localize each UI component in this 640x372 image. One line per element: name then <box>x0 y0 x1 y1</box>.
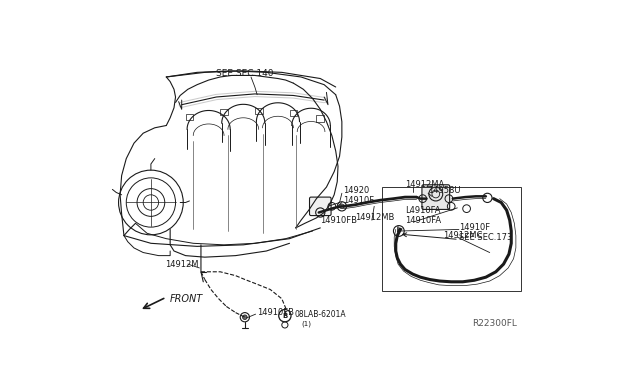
Text: 14910FB: 14910FB <box>257 308 294 317</box>
Text: 08LAB-6201A: 08LAB-6201A <box>294 310 346 319</box>
Text: SEE SEC.140: SEE SEC.140 <box>216 70 274 78</box>
Bar <box>255 108 262 114</box>
Text: L4910FA: L4910FA <box>405 206 440 215</box>
Text: SEE SEC.173: SEE SEC.173 <box>459 232 512 242</box>
Bar <box>220 109 228 115</box>
Text: 14910F: 14910F <box>459 224 490 232</box>
Text: 14920: 14920 <box>344 186 370 195</box>
Bar <box>382 187 520 291</box>
Bar <box>186 114 193 120</box>
Text: 14910F: 14910F <box>344 196 374 205</box>
Text: R22300FL: R22300FL <box>472 319 516 328</box>
FancyBboxPatch shape <box>422 185 450 209</box>
Text: 14912M: 14912M <box>164 260 198 269</box>
Text: B: B <box>282 313 287 319</box>
Text: 14910FB: 14910FB <box>320 216 357 225</box>
Text: (1): (1) <box>301 320 311 327</box>
Circle shape <box>243 315 247 320</box>
Bar <box>289 110 297 116</box>
Text: 14910FA: 14910FA <box>405 216 441 225</box>
FancyBboxPatch shape <box>310 197 331 216</box>
Bar <box>316 115 324 122</box>
Circle shape <box>340 204 344 209</box>
Text: FRONT: FRONT <box>170 294 204 304</box>
Text: 14912MA: 14912MA <box>405 180 444 189</box>
Text: 14958U: 14958U <box>428 186 461 195</box>
Text: 14912MC: 14912MC <box>444 231 483 240</box>
Text: 14912MB: 14912MB <box>355 214 394 222</box>
